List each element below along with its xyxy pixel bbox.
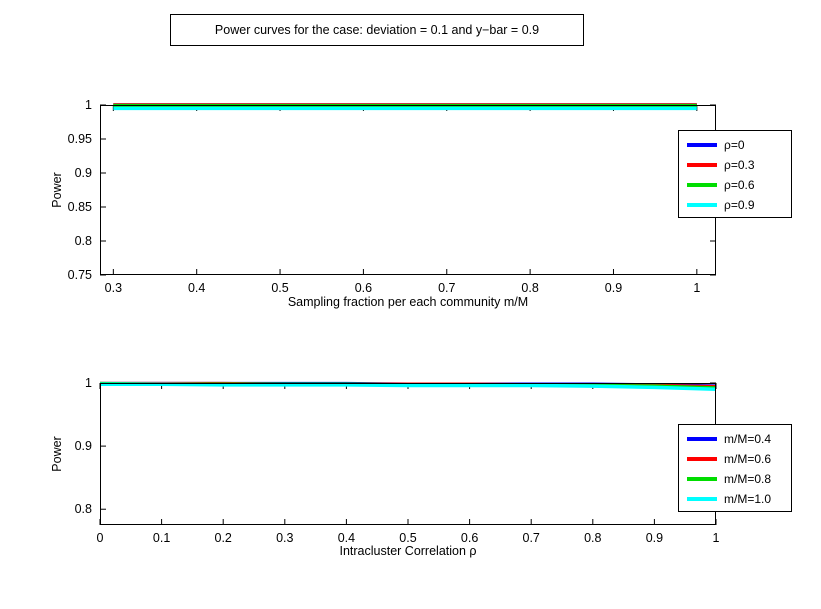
legend-item-label: ρ=0	[724, 138, 745, 152]
axes-box	[100, 105, 716, 275]
legend-item: m/M=0.8	[687, 469, 791, 489]
x-tick-label: 0.3	[105, 281, 122, 295]
bottom-chart-ylabel: Power	[50, 436, 64, 472]
legend-item: m/M=1.0	[687, 489, 791, 509]
figure-title-box: Power curves for the case: deviation = 0…	[170, 14, 584, 46]
bottom-chart-xlabel: Intracluster Correlation ρ	[339, 544, 477, 558]
x-tick-label: 0.7	[523, 531, 540, 545]
top-chart-ylabel: Power	[50, 172, 64, 208]
legend-line-swatch	[687, 477, 717, 481]
figure-title: Power curves for the case: deviation = 0…	[214, 23, 540, 37]
y-tick-label: 0.95	[68, 132, 92, 146]
legend-item: ρ=0.6	[687, 175, 791, 195]
legend-item-label: ρ=0.9	[724, 198, 755, 212]
series-line	[100, 382, 717, 392]
x-tick-label: 0.6	[461, 531, 478, 545]
y-tick-label: 1	[85, 98, 92, 112]
x-tick-label: 0.9	[646, 531, 663, 545]
axes-box	[100, 383, 716, 525]
y-tick-label: 0.9	[75, 166, 92, 180]
x-tick-label: 0.3	[276, 531, 293, 545]
legend-line-swatch	[687, 203, 717, 207]
legend-line-swatch	[687, 163, 717, 167]
x-tick-label: 0.8	[521, 281, 538, 295]
y-tick-label: 0.75	[68, 268, 92, 282]
top-chart-plot-area: 0.3 0.4 0.5 0.6 0.7 0.8 0.9 1 0.75 0.8 0.85 0.9 0.95…	[68, 98, 716, 295]
legend-item-label: m/M=1.0	[724, 492, 772, 506]
legend-line-swatch	[687, 143, 717, 147]
legend-item-label: m/M=0.8	[724, 472, 772, 486]
legend-item: ρ=0.9	[687, 195, 791, 215]
x-tick-label: 0.5	[399, 531, 416, 545]
y-tick-label: 1	[85, 376, 92, 390]
legend-item-label: m/M=0.4	[724, 432, 772, 446]
x-tick-label: 1	[693, 281, 700, 295]
legend-item: m/M=0.6	[687, 449, 791, 469]
x-tick-label: 0.9	[605, 281, 622, 295]
legend-item: ρ=0	[687, 135, 791, 155]
legend-line-swatch	[687, 437, 717, 441]
legend-item-label: m/M=0.6	[724, 452, 772, 466]
x-tick-label: 0.2	[215, 531, 232, 545]
y-tick-label: 0.8	[75, 502, 92, 516]
x-tick-label: 0.4	[338, 531, 355, 545]
legend-item: m/M=0.4	[687, 429, 791, 449]
x-tick-label: 0.8	[584, 531, 601, 545]
top-chart-legend: ρ=0 ρ=0.3 ρ=0.6 ρ=0.9	[678, 130, 792, 218]
x-tick-label: 0.1	[153, 531, 170, 545]
legend-line-swatch	[687, 183, 717, 187]
x-tick-label: 0	[97, 531, 104, 545]
y-tick-label: 0.9	[75, 439, 92, 453]
x-tick-label: 0.4	[188, 281, 205, 295]
x-tick-label: 0.6	[355, 281, 372, 295]
bottom-chart-plot-area: 0 0.1 0.2 0.3 0.4 0.5 0.6 0.7 0.8 0.9 1 0.8 0.9 1	[75, 376, 720, 545]
x-tick-label: 1	[713, 531, 720, 545]
legend-line-swatch	[687, 497, 717, 501]
legend-line-swatch	[687, 457, 717, 461]
y-tick-label: 0.85	[68, 200, 92, 214]
legend-item-label: ρ=0.3	[724, 158, 755, 172]
y-tick-label: 0.8	[75, 234, 92, 248]
x-tick-label: 0.7	[438, 281, 455, 295]
x-tick-label: 0.5	[271, 281, 288, 295]
bottom-chart-legend: m/M=0.4 m/M=0.6 m/M=0.8 m/M=1.0	[678, 424, 792, 512]
top-chart-xlabel: Sampling fraction per each community m/M	[287, 295, 529, 309]
legend-item-label: ρ=0.6	[724, 178, 755, 192]
legend-item: ρ=0.3	[687, 155, 791, 175]
